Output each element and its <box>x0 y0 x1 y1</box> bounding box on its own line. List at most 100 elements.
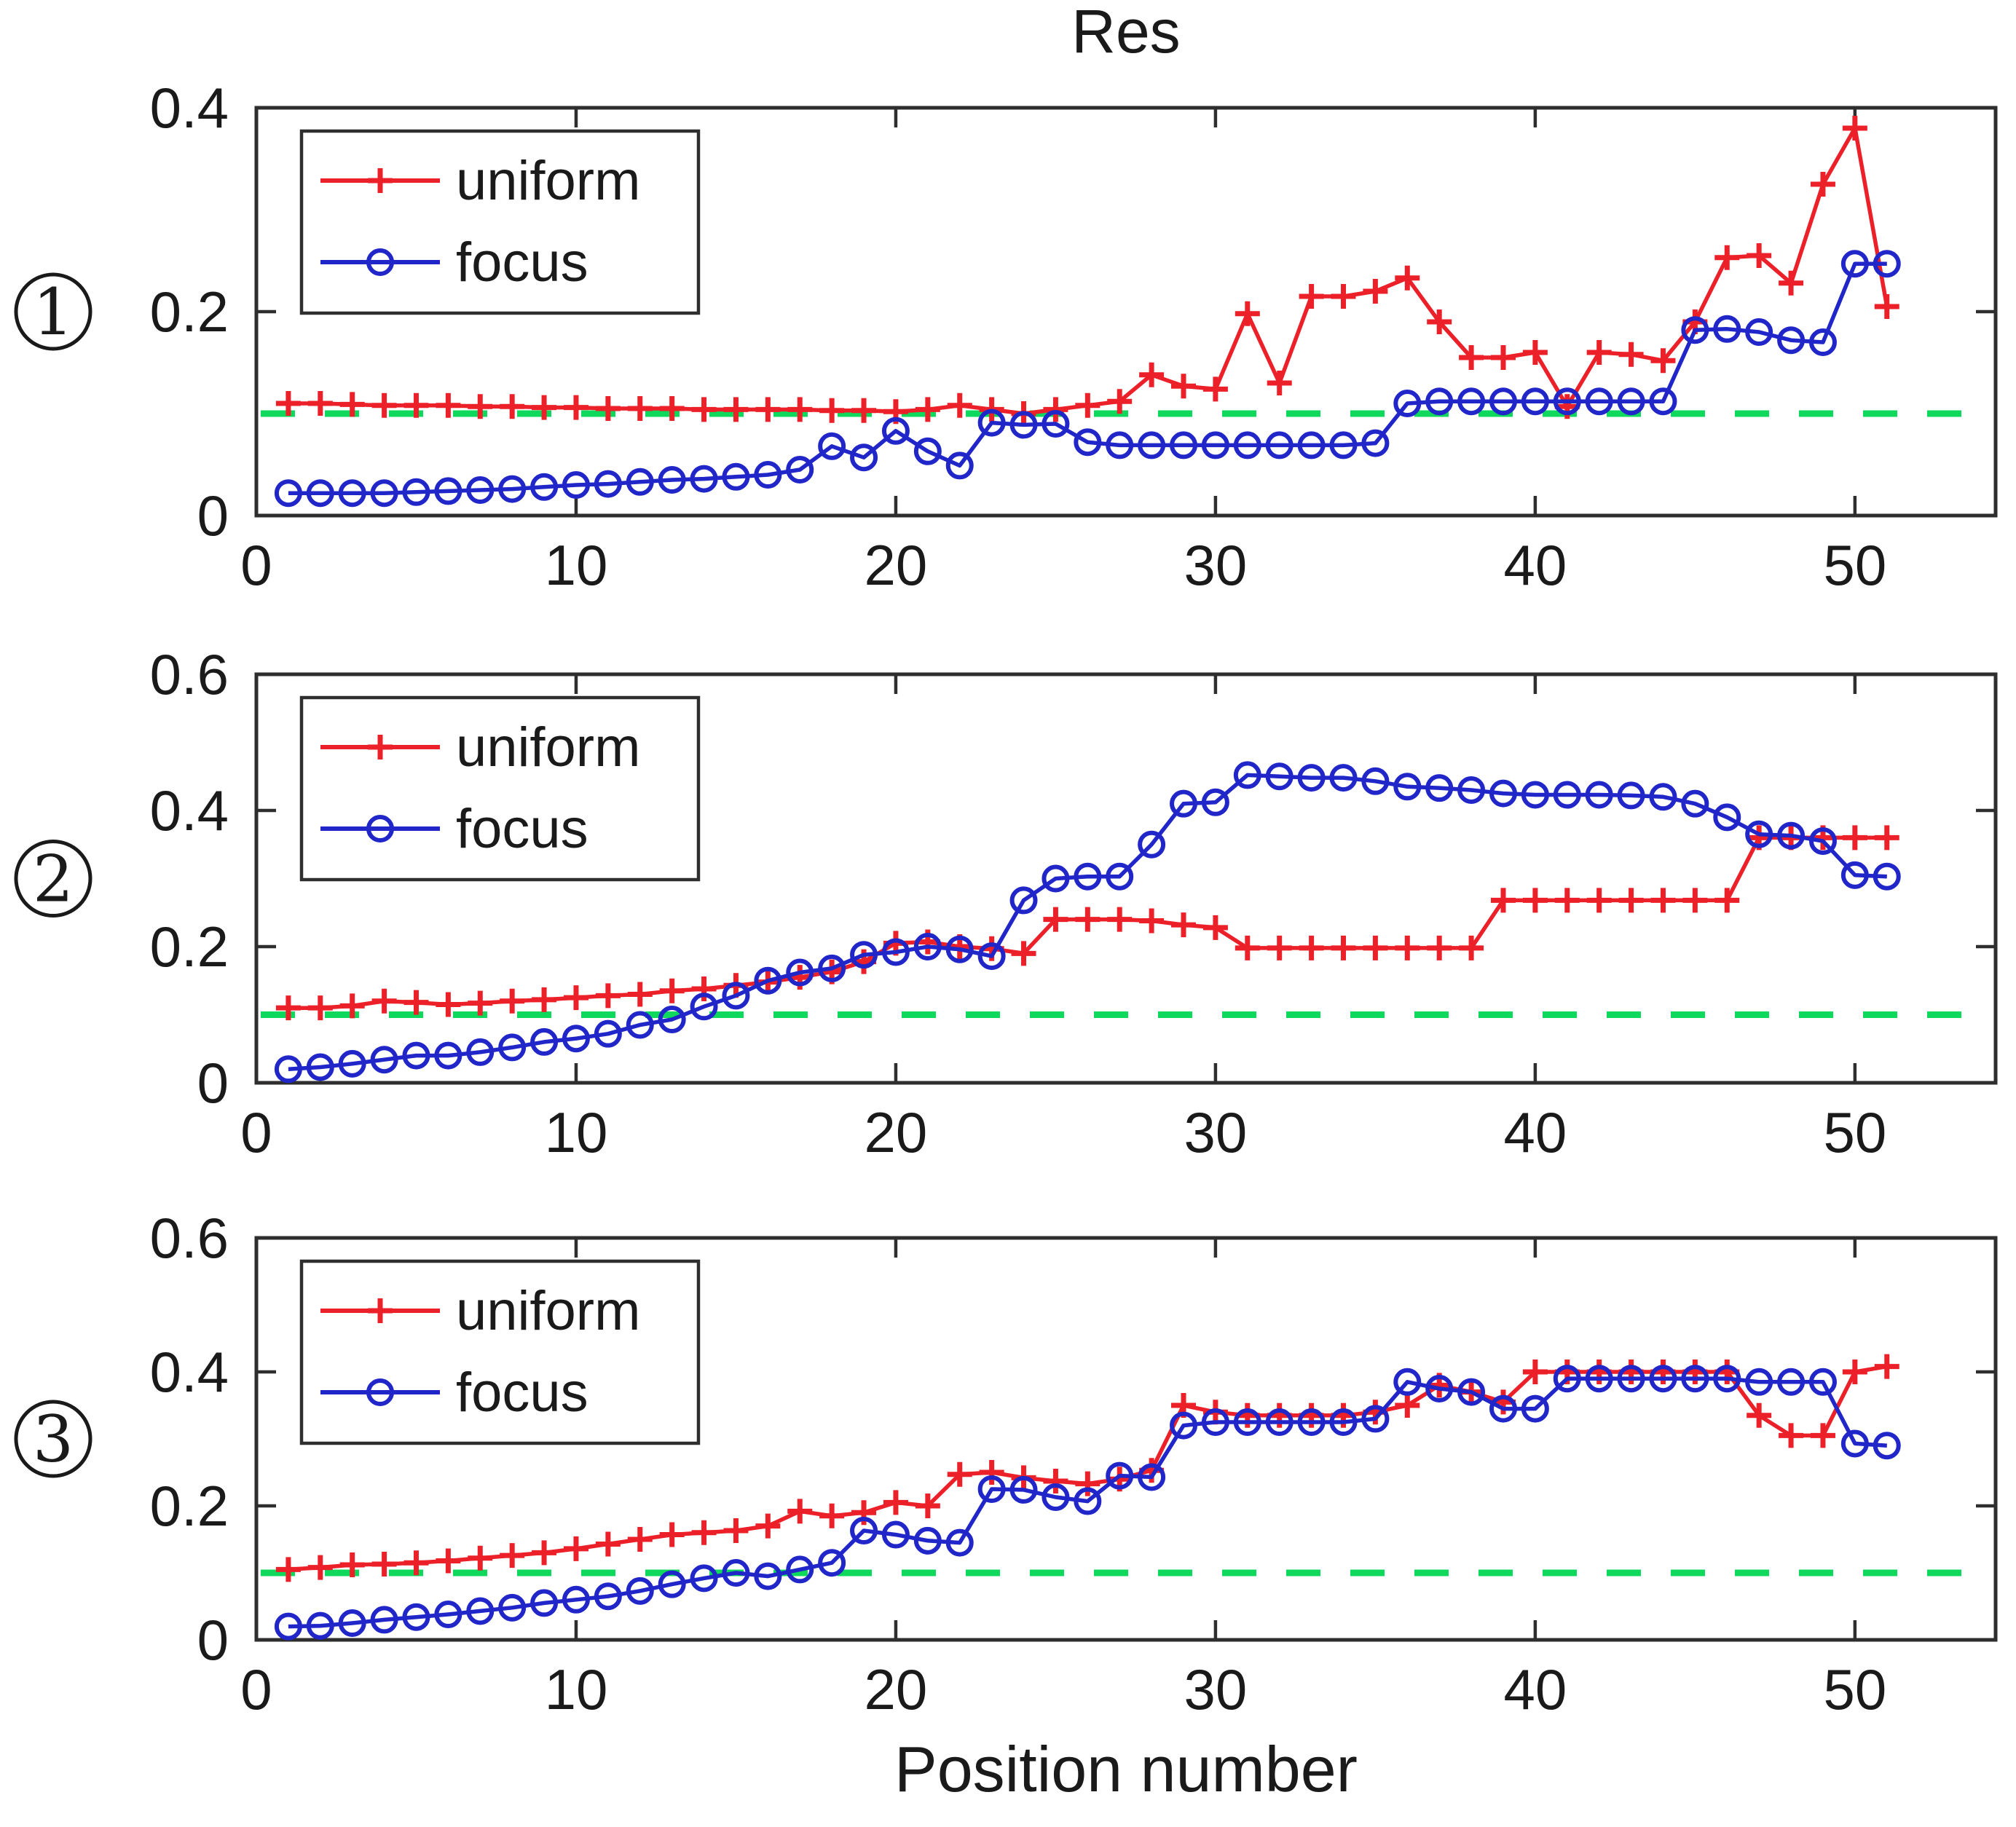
circle-marker <box>881 1520 910 1549</box>
x-tick-label: 30 <box>1184 533 1248 597</box>
circle-marker <box>818 432 846 460</box>
circle-marker <box>466 1038 495 1066</box>
circle-marker <box>1009 411 1038 439</box>
series-focus-markers <box>274 761 1901 1084</box>
circle-marker <box>306 479 334 508</box>
circle-marker <box>370 479 398 508</box>
circle-marker <box>913 437 942 465</box>
legend-box <box>299 1259 701 1445</box>
circle-marker <box>466 1597 495 1625</box>
circle-marker <box>1265 431 1294 459</box>
legend-plus-marker <box>368 735 393 759</box>
circle-marker <box>1649 387 1677 416</box>
legend-label-uniform: uniform <box>456 1280 640 1342</box>
circle-marker <box>977 409 1006 437</box>
circle-marker <box>1201 1408 1229 1436</box>
circle-marker <box>754 1562 782 1590</box>
circle-marker <box>594 1582 622 1611</box>
chart-panel-2: 0 10 20 30 40 50 0 0.2 0.4 0.6 uniform focus 2 <box>14 642 1998 1164</box>
circle-marker <box>1042 864 1070 893</box>
x-tick-label: 30 <box>1184 1657 1248 1721</box>
circle-marker <box>498 1033 527 1062</box>
y-tick-label: 0.6 <box>150 1206 229 1270</box>
circle-marker <box>1329 1408 1358 1436</box>
circle-marker <box>1138 431 1166 459</box>
x-tick-label: 20 <box>865 1657 928 1721</box>
circle-marker <box>1617 387 1645 416</box>
circle-marker <box>1489 387 1517 416</box>
circle-marker <box>402 1603 430 1631</box>
y-tick-label: 0.4 <box>150 76 229 140</box>
legend-label-focus: focus <box>456 232 588 293</box>
circle-marker <box>1074 862 1102 891</box>
circle-marker <box>818 1549 846 1577</box>
circle-marker <box>1138 830 1166 859</box>
circle-marker <box>722 462 750 491</box>
circle-marker <box>945 1528 974 1557</box>
series-focus-markers <box>274 1365 1901 1641</box>
circle-marker <box>850 443 878 472</box>
x-tick-label: 10 <box>545 533 608 597</box>
circle-marker <box>1329 764 1358 792</box>
y-tick-label: 0 <box>197 484 229 548</box>
circle-marker <box>1074 1487 1102 1515</box>
legend-circle-marker <box>366 1378 394 1406</box>
y-tick-label: 0.2 <box>150 1474 229 1538</box>
circle-marker <box>1777 326 1806 355</box>
circle-marker <box>1233 431 1261 459</box>
circle-marker <box>1265 1408 1294 1436</box>
badge-number: 3 <box>33 1402 74 1477</box>
circle-marker <box>1106 1461 1134 1490</box>
circle-marker <box>658 1570 686 1598</box>
circle-marker <box>850 941 878 969</box>
circle-marker <box>306 1611 334 1640</box>
circle-marker <box>1713 1365 1741 1393</box>
circle-marker <box>1233 761 1261 789</box>
circle-marker <box>786 456 814 484</box>
circle-marker <box>754 966 782 995</box>
circle-marker <box>402 478 430 506</box>
circle-marker <box>370 1606 398 1634</box>
circle-marker <box>274 1612 302 1641</box>
circle-marker <box>434 1601 462 1629</box>
badge-circle <box>14 272 92 351</box>
circle-marker <box>1425 387 1454 416</box>
badge-circle <box>14 840 92 918</box>
circle-marker <box>1265 762 1294 791</box>
x-tick-label: 20 <box>865 1100 928 1164</box>
y-tick-label: 0.4 <box>150 1340 229 1404</box>
circle-marker <box>626 1011 654 1039</box>
circle-marker <box>562 1585 590 1614</box>
circle-marker <box>690 1564 718 1593</box>
circle-marker <box>658 1006 686 1034</box>
circle-marker <box>1361 1405 1390 1433</box>
circle-marker <box>1713 315 1741 343</box>
circle-marker <box>1808 827 1837 856</box>
legend-box <box>299 695 701 882</box>
chart-panel-1: 0 10 20 30 40 50 0 0.2 0.4 uniform focus 1 <box>14 76 1998 597</box>
circle-marker <box>1649 783 1677 811</box>
x-tick-label: 0 <box>240 1657 272 1721</box>
circle-marker <box>1649 1365 1677 1393</box>
axis-ticks <box>254 672 1996 1085</box>
circle-marker <box>1425 774 1454 802</box>
legend: uniform focus <box>299 695 701 882</box>
legend-circle-marker <box>366 248 394 276</box>
circle-marker <box>1553 387 1581 416</box>
circle-marker <box>1777 1368 1806 1396</box>
circle-marker <box>1361 429 1390 457</box>
circle-marker <box>690 465 718 493</box>
x-tick-label: 0 <box>240 533 272 597</box>
circle-marker <box>1873 862 1901 891</box>
circle-marker <box>1585 1365 1613 1393</box>
circle-marker <box>338 1609 366 1637</box>
y-tick-label: 0.4 <box>150 778 229 843</box>
circle-marker <box>1873 250 1901 278</box>
x-tick-label: 20 <box>865 533 928 597</box>
circle-marker <box>498 475 527 503</box>
circle-marker <box>1138 1463 1166 1491</box>
circle-marker <box>338 1049 366 1078</box>
legend-plus-marker <box>368 1298 393 1323</box>
